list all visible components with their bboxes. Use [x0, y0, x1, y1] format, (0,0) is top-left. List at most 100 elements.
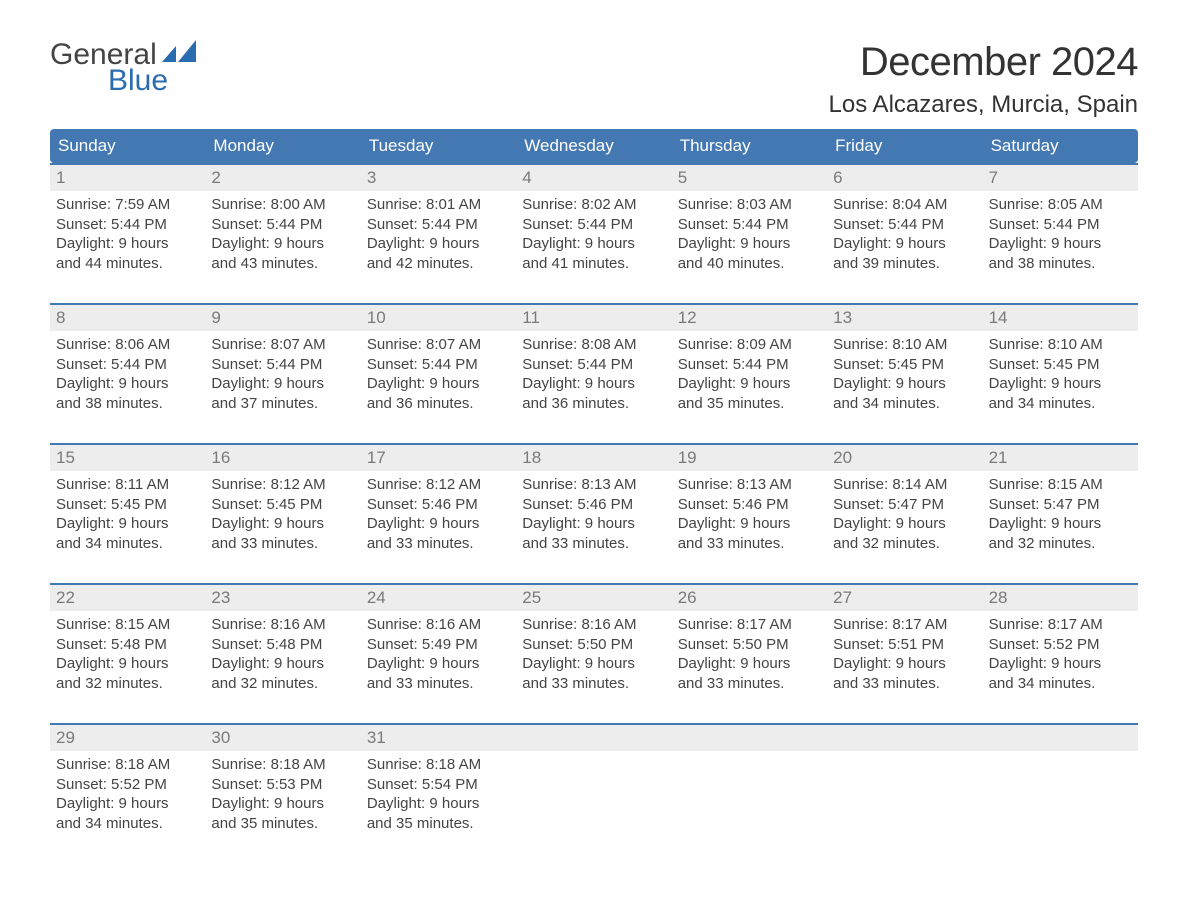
sunrise-text: Sunrise: 8:12 AM	[367, 475, 510, 495]
sunset-text: Sunset: 5:44 PM	[56, 355, 199, 375]
daylight-text-line1: Daylight: 9 hours	[367, 654, 510, 674]
sunrise-text: Sunrise: 8:18 AM	[56, 755, 199, 775]
sunrise-text: Sunrise: 8:16 AM	[211, 615, 354, 635]
sunset-text: Sunset: 5:45 PM	[833, 355, 976, 375]
daylight-text-line1: Daylight: 9 hours	[989, 514, 1132, 534]
daylight-text-line2: and 33 minutes.	[367, 534, 510, 554]
sunset-text: Sunset: 5:50 PM	[678, 635, 821, 655]
daylight-text-line1: Daylight: 9 hours	[56, 654, 199, 674]
daylight-text-line2: and 37 minutes.	[211, 394, 354, 414]
daylight-text-line1: Daylight: 9 hours	[367, 794, 510, 814]
day-cell	[983, 751, 1138, 837]
brand-text-blue: Blue	[108, 66, 210, 96]
daylight-text-line2: and 32 minutes.	[56, 674, 199, 694]
sunrise-text: Sunrise: 8:13 AM	[522, 475, 665, 495]
sunrise-text: Sunrise: 8:11 AM	[56, 475, 199, 495]
day-cell	[516, 751, 671, 837]
day-cell: Sunrise: 8:08 AMSunset: 5:44 PMDaylight:…	[516, 331, 671, 417]
day-cell: Sunrise: 8:09 AMSunset: 5:44 PMDaylight:…	[672, 331, 827, 417]
date-number: 24	[361, 585, 516, 611]
daylight-text-line2: and 35 minutes.	[367, 814, 510, 834]
sunrise-text: Sunrise: 8:17 AM	[833, 615, 976, 635]
daylight-text-line1: Daylight: 9 hours	[211, 654, 354, 674]
sunset-text: Sunset: 5:44 PM	[522, 215, 665, 235]
sunset-text: Sunset: 5:52 PM	[989, 635, 1132, 655]
date-number: 27	[827, 585, 982, 611]
sunrise-text: Sunrise: 8:10 AM	[989, 335, 1132, 355]
daylight-text-line2: and 35 minutes.	[211, 814, 354, 834]
day-cell: Sunrise: 8:15 AMSunset: 5:47 PMDaylight:…	[983, 471, 1138, 557]
date-number	[983, 725, 1138, 751]
sunrise-text: Sunrise: 8:17 AM	[678, 615, 821, 635]
daylight-text-line1: Daylight: 9 hours	[522, 234, 665, 254]
day-cell: Sunrise: 8:01 AMSunset: 5:44 PMDaylight:…	[361, 191, 516, 277]
date-number: 28	[983, 585, 1138, 611]
date-number: 31	[361, 725, 516, 751]
date-number: 9	[205, 305, 360, 331]
daylight-text-line1: Daylight: 9 hours	[522, 374, 665, 394]
day-cell: Sunrise: 8:07 AMSunset: 5:44 PMDaylight:…	[361, 331, 516, 417]
daylight-text-line2: and 34 minutes.	[56, 534, 199, 554]
sunset-text: Sunset: 5:44 PM	[522, 355, 665, 375]
date-strip: 1234567	[50, 163, 1138, 191]
day-header-row: SundayMondayTuesdayWednesdayThursdayFrid…	[50, 129, 1138, 163]
day-cell	[827, 751, 982, 837]
daylight-text-line1: Daylight: 9 hours	[989, 654, 1132, 674]
sunrise-text: Sunrise: 8:06 AM	[56, 335, 199, 355]
sail-icon	[162, 40, 210, 68]
date-number	[672, 725, 827, 751]
date-number: 22	[50, 585, 205, 611]
sunset-text: Sunset: 5:44 PM	[211, 355, 354, 375]
day-cell: Sunrise: 8:03 AMSunset: 5:44 PMDaylight:…	[672, 191, 827, 277]
date-strip: 15161718192021	[50, 443, 1138, 471]
sunset-text: Sunset: 5:45 PM	[989, 355, 1132, 375]
sunset-text: Sunset: 5:48 PM	[211, 635, 354, 655]
date-number: 26	[672, 585, 827, 611]
sunset-text: Sunset: 5:54 PM	[367, 775, 510, 795]
daylight-text-line2: and 35 minutes.	[678, 394, 821, 414]
day-cell: Sunrise: 8:13 AMSunset: 5:46 PMDaylight:…	[516, 471, 671, 557]
sunset-text: Sunset: 5:46 PM	[678, 495, 821, 515]
daylight-text-line1: Daylight: 9 hours	[367, 514, 510, 534]
sunrise-text: Sunrise: 8:03 AM	[678, 195, 821, 215]
day-header: Saturday	[983, 129, 1138, 163]
daylight-text-line1: Daylight: 9 hours	[678, 514, 821, 534]
sunrise-text: Sunrise: 8:00 AM	[211, 195, 354, 215]
day-cell: Sunrise: 8:10 AMSunset: 5:45 PMDaylight:…	[827, 331, 982, 417]
day-cell: Sunrise: 8:14 AMSunset: 5:47 PMDaylight:…	[827, 471, 982, 557]
day-cell: Sunrise: 8:18 AMSunset: 5:53 PMDaylight:…	[205, 751, 360, 837]
daylight-text-line2: and 33 minutes.	[678, 674, 821, 694]
day-cell: Sunrise: 8:18 AMSunset: 5:52 PMDaylight:…	[50, 751, 205, 837]
sunrise-text: Sunrise: 8:14 AM	[833, 475, 976, 495]
week-body: Sunrise: 8:15 AMSunset: 5:48 PMDaylight:…	[50, 611, 1138, 697]
date-number: 16	[205, 445, 360, 471]
week: 293031Sunrise: 8:18 AMSunset: 5:52 PMDay…	[50, 723, 1138, 837]
day-cell	[672, 751, 827, 837]
day-cell: Sunrise: 8:06 AMSunset: 5:44 PMDaylight:…	[50, 331, 205, 417]
day-cell: Sunrise: 8:12 AMSunset: 5:46 PMDaylight:…	[361, 471, 516, 557]
week-body: Sunrise: 8:18 AMSunset: 5:52 PMDaylight:…	[50, 751, 1138, 837]
daylight-text-line2: and 41 minutes.	[522, 254, 665, 274]
daylight-text-line1: Daylight: 9 hours	[833, 654, 976, 674]
date-number: 10	[361, 305, 516, 331]
sunrise-text: Sunrise: 8:10 AM	[833, 335, 976, 355]
sunset-text: Sunset: 5:47 PM	[833, 495, 976, 515]
week-body: Sunrise: 8:06 AMSunset: 5:44 PMDaylight:…	[50, 331, 1138, 417]
sunset-text: Sunset: 5:51 PM	[833, 635, 976, 655]
sunset-text: Sunset: 5:50 PM	[522, 635, 665, 655]
sunrise-text: Sunrise: 8:18 AM	[211, 755, 354, 775]
daylight-text-line2: and 38 minutes.	[56, 394, 199, 414]
day-header: Sunday	[50, 129, 205, 163]
date-number: 11	[516, 305, 671, 331]
day-cell: Sunrise: 8:00 AMSunset: 5:44 PMDaylight:…	[205, 191, 360, 277]
daylight-text-line1: Daylight: 9 hours	[211, 514, 354, 534]
daylight-text-line2: and 32 minutes.	[833, 534, 976, 554]
daylight-text-line2: and 42 minutes.	[367, 254, 510, 274]
day-cell: Sunrise: 8:10 AMSunset: 5:45 PMDaylight:…	[983, 331, 1138, 417]
date-strip: 22232425262728	[50, 583, 1138, 611]
date-number	[827, 725, 982, 751]
daylight-text-line2: and 32 minutes.	[211, 674, 354, 694]
daylight-text-line2: and 34 minutes.	[989, 394, 1132, 414]
day-cell: Sunrise: 8:16 AMSunset: 5:48 PMDaylight:…	[205, 611, 360, 697]
day-cell: Sunrise: 8:05 AMSunset: 5:44 PMDaylight:…	[983, 191, 1138, 277]
